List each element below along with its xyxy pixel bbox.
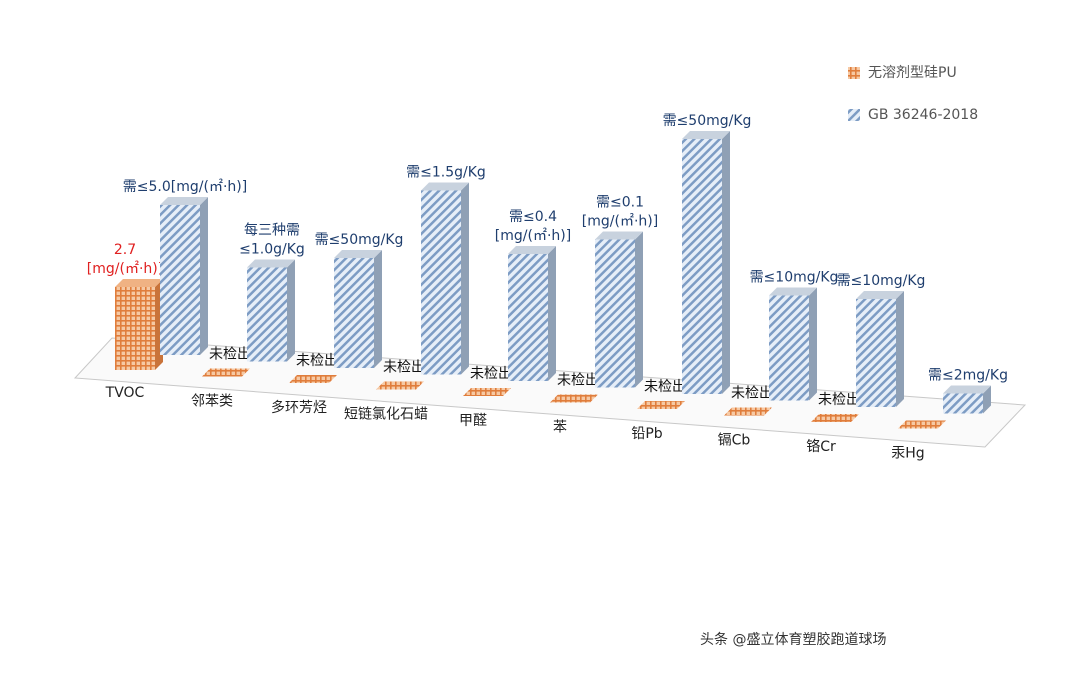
bar (463, 388, 511, 396)
watermark: 头条 @盛立体育塑胶跑道球场 (700, 631, 886, 648)
bar-top (334, 250, 382, 258)
x-tick-label: 镉Cb (718, 433, 751, 449)
bar-side (461, 182, 469, 375)
annotation: 需≤2mg/Kg (928, 368, 1008, 384)
annotation: 未检出 (731, 386, 773, 402)
annotation: 需≤5.0[mg/(㎡·h)] (123, 179, 247, 195)
x-tick-label: 多环芳烃 (271, 399, 327, 416)
annotation: 需≤0.4 (509, 209, 557, 225)
bar-side (374, 250, 382, 368)
bar (247, 267, 287, 362)
bar-top (769, 287, 817, 296)
annotation: 未检出 (383, 360, 425, 376)
legend-swatch (848, 67, 860, 79)
bar-top (160, 197, 208, 205)
bar (595, 239, 635, 388)
bar (724, 407, 772, 416)
annotation: ≤1.0g/Kg (239, 242, 305, 258)
x-tick-label: 铅Pb (631, 426, 662, 442)
annotation: 需≤50mg/Kg (663, 113, 752, 129)
annotation: 未检出 (470, 366, 512, 382)
bar-top (421, 182, 469, 191)
annotation: 需≤10mg/Kg (837, 273, 926, 289)
bar-side (635, 231, 643, 388)
bar-top (247, 259, 295, 268)
x-tick-label: 铬Cr (806, 439, 836, 455)
bar (421, 190, 461, 375)
x-tick-label: 苯 (553, 419, 567, 436)
bar-side (287, 259, 295, 362)
bar (811, 414, 859, 422)
annotation: [mg/(㎡·h)] (582, 214, 658, 230)
bar-top (115, 279, 163, 287)
bar (202, 368, 250, 377)
annotation: 需≤10mg/Kg (750, 270, 839, 286)
x-tick-label: 甲醛 (459, 413, 487, 429)
bar (856, 299, 896, 407)
annotation: 每三种需 (244, 223, 300, 239)
annotation: 需≤50mg/Kg (315, 232, 404, 248)
bar-side (722, 131, 730, 394)
bar (637, 401, 685, 409)
bar (115, 287, 155, 370)
bar (289, 375, 337, 383)
bar (376, 381, 424, 390)
legend-label: 无溶剂型硅PU (868, 65, 957, 81)
bar-side (548, 246, 556, 381)
annotation: 2.7 (114, 242, 136, 258)
bar-top (856, 291, 904, 299)
bar-side (809, 287, 817, 401)
annotation: 需≤1.5g/Kg (406, 165, 486, 181)
bar-side (200, 197, 208, 355)
legend-label: GB 36246-2018 (868, 107, 978, 123)
x-tick-label: 短链氯化石蜡 (344, 407, 428, 423)
bar (682, 139, 722, 394)
bar (160, 205, 200, 355)
annotation: [mg/(㎡·h)] (87, 261, 163, 277)
annotation: [mg/(㎡·h)] (495, 228, 571, 244)
bar-side (896, 291, 904, 407)
x-tick-label: 邻苯类 (191, 393, 233, 410)
bar (550, 394, 598, 403)
annotation: 未检出 (296, 353, 338, 369)
bar (943, 393, 983, 414)
bar-top (943, 385, 991, 394)
bar-top (595, 231, 643, 240)
x-tick-label: 汞Hg (891, 446, 924, 462)
x-tick-label: TVOC (105, 385, 145, 401)
annotation: 未检出 (557, 373, 599, 389)
bar-side (983, 385, 991, 414)
bar (769, 295, 809, 401)
floor (73, 337, 1027, 448)
bar (898, 420, 946, 429)
annotation: 需≤0.1 (596, 195, 644, 211)
bar (334, 258, 374, 368)
legend-swatch (848, 109, 860, 121)
bar-top (508, 246, 556, 254)
annotation: 未检出 (209, 347, 251, 363)
annotation: 未检出 (644, 379, 686, 395)
bar (508, 254, 548, 381)
annotation: 未检出 (818, 392, 860, 408)
bar-top (682, 131, 730, 139)
